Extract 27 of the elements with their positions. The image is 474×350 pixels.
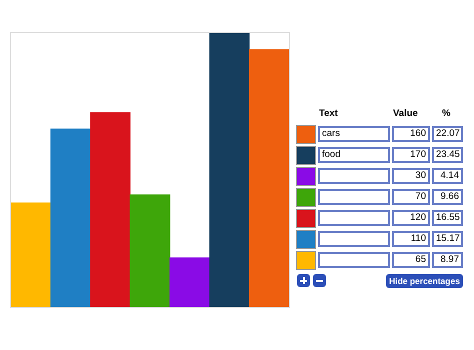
text: 15.17 bbox=[432, 231, 463, 247]
bar bbox=[50, 128, 91, 307]
text: 4.14 bbox=[432, 168, 463, 184]
text: 30 bbox=[392, 168, 430, 184]
text: 160 bbox=[392, 126, 430, 142]
bar bbox=[11, 202, 52, 307]
bar bbox=[90, 112, 130, 307]
text: 23.45 bbox=[432, 147, 463, 163]
text: cars bbox=[318, 126, 390, 142]
text: Hide percentages bbox=[386, 274, 463, 288]
text: 9.66 bbox=[432, 189, 463, 205]
bar bbox=[170, 257, 210, 307]
bar bbox=[248, 49, 289, 307]
text: 16.55 bbox=[432, 210, 463, 226]
text: 8.97 bbox=[432, 252, 463, 268]
text: 65 bbox=[392, 252, 430, 268]
text: 170 bbox=[392, 147, 430, 163]
text: 120 bbox=[392, 210, 430, 226]
text: 110 bbox=[392, 231, 430, 247]
text: % bbox=[442, 108, 450, 119]
text: 22.07 bbox=[432, 126, 463, 142]
text: 70 bbox=[392, 189, 430, 205]
text: food bbox=[318, 147, 390, 163]
bar bbox=[130, 194, 170, 307]
text: Value bbox=[393, 108, 418, 119]
text: Text bbox=[319, 108, 338, 119]
bar bbox=[209, 33, 250, 307]
